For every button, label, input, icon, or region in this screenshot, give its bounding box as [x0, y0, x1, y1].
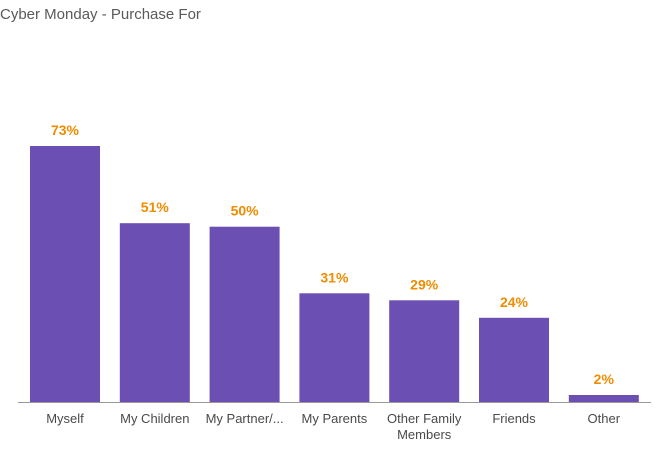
- category-label: Other: [588, 411, 621, 426]
- chart-title: Cyber Monday - Purchase For: [0, 6, 201, 23]
- bar: [479, 317, 549, 402]
- category-label: Members: [397, 427, 452, 442]
- category-label: Other Family: [387, 411, 462, 426]
- bar: [30, 146, 100, 402]
- category-labels-group: Myself My Children My Partner/... My Parent…: [46, 411, 621, 442]
- value-labels-group: 73% 51% 50% 31% 29% 24% 2%: [51, 122, 614, 387]
- bar: [568, 395, 639, 402]
- category-label: Friends: [492, 411, 536, 426]
- bar: [209, 226, 280, 402]
- category-label: My Children: [120, 411, 189, 426]
- bar-value-label: 24%: [500, 294, 529, 310]
- bar-value-label: 2%: [594, 371, 615, 387]
- bar: [119, 223, 190, 402]
- bar-value-label: 29%: [410, 276, 439, 292]
- category-label: My Partner/...: [206, 411, 284, 426]
- bar-value-label: 50%: [231, 203, 260, 219]
- bar-value-label: 73%: [51, 122, 80, 138]
- bars-group: [30, 146, 639, 402]
- bar: [299, 293, 370, 402]
- bar: [389, 300, 460, 402]
- bar-value-label: 51%: [141, 199, 170, 215]
- category-label: My Parents: [302, 411, 368, 426]
- bar-value-label: 31%: [320, 269, 349, 285]
- category-label: Myself: [46, 411, 84, 426]
